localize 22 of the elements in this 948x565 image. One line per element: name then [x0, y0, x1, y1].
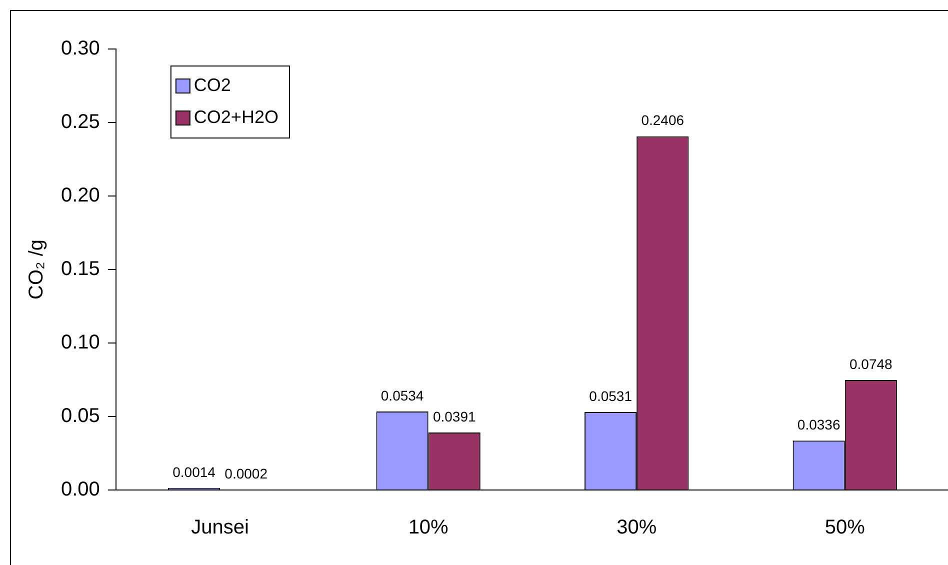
y-tick-label: 0.15 [60, 258, 100, 280]
y-tick-label: 0.30 [60, 38, 100, 60]
y-tick-label: 0.00 [60, 478, 100, 501]
data-label: 0.0534 [380, 387, 424, 404]
legend-label: CO2+H2O [194, 106, 278, 127]
x-tick-label: 30% [616, 516, 657, 539]
x-tick-label: Junsei [191, 516, 249, 539]
data-label: 0.0391 [432, 408, 476, 424]
data-label: 0.2406 [641, 112, 684, 128]
y-tick-label: 0.05 [60, 405, 100, 428]
data-label: 0.0748 [849, 356, 893, 372]
x-tick-label: 10% [408, 516, 449, 539]
y-axis-title: CO₂ /g [26, 240, 48, 300]
data-label: 0.0002 [224, 466, 268, 482]
y-tick-label: 0.20 [60, 184, 100, 207]
y-tick-label: 0.25 [60, 111, 100, 134]
y-tick-label: 0.10 [60, 332, 100, 354]
data-label: 0.0336 [797, 416, 840, 432]
legend-label: CO2 [194, 74, 231, 95]
data-label: 0.0014 [172, 464, 216, 480]
data-label: 0.0531 [589, 388, 632, 404]
x-tick-label: 50% [824, 516, 866, 539]
